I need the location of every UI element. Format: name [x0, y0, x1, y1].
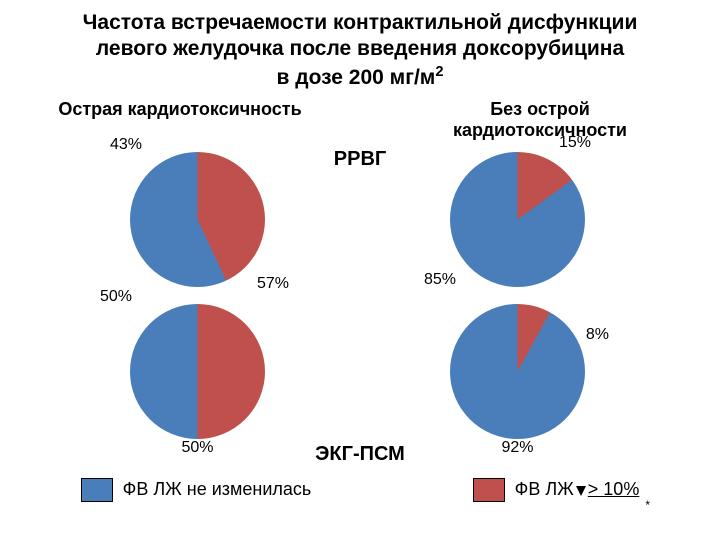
pie-top-right: 15% 85% [450, 152, 585, 287]
pie-bot-left-circle [130, 304, 265, 439]
title-line-3-pre: в дозе 200 мг/м [277, 66, 436, 89]
chart-row-1: РРВГ 43% 57% 15% 85% [0, 142, 720, 302]
pie-bot-right: 8% 92% [450, 304, 585, 439]
title-line-2: левого желудочка после введения доксоруб… [96, 37, 624, 60]
col-right-header: Без острой кардиотоксичности [410, 99, 670, 142]
pie-bl-red-label: 50% [100, 288, 132, 306]
pie-top-left-circle [130, 152, 265, 287]
pie-tr-blue-label: 85% [424, 271, 456, 289]
legend-blue-swatch [81, 478, 113, 502]
pie-tl-red-label: 43% [110, 136, 142, 154]
pie-br-red-label: 8% [586, 326, 609, 344]
pie-top-left: 43% 57% [130, 152, 265, 287]
chart-row-2: ЭКГ-ПСМ 50% 50% 8% 92% [0, 302, 720, 472]
row2-label: ЭКГ-ПСМ [315, 443, 405, 466]
pie-top-right-circle [450, 152, 585, 287]
row1-label: РРВГ [334, 148, 386, 171]
legend: ФВ ЛЖ не изменилась ФВ ЛЖ > 10% * [0, 478, 720, 502]
legend-red: ФВ ЛЖ > 10% [473, 478, 640, 502]
title-line-3-sup: 2 [435, 64, 443, 80]
col-left-header: Острая кардиотоксичность [50, 99, 310, 142]
pie-br-blue-label: 92% [501, 439, 533, 457]
pie-bot-right-circle [450, 304, 585, 439]
legend-red-text-pre: ФВ ЛЖ [515, 479, 574, 500]
asterisk-icon: * [645, 498, 650, 512]
legend-blue: ФВ ЛЖ не изменилась [81, 478, 312, 502]
legend-red-text-post: > 10% [588, 479, 640, 500]
arrow-down-icon [576, 486, 586, 496]
pie-bot-left: 50% 50% [130, 304, 265, 439]
page-title: Частота встречаемости контрактильной дис… [0, 0, 720, 91]
legend-blue-text: ФВ ЛЖ не изменилась [123, 479, 312, 500]
pie-bl-blue-label: 50% [181, 439, 213, 457]
pie-tl-blue-label: 57% [257, 275, 289, 293]
legend-red-swatch [473, 478, 505, 502]
column-headers: Острая кардиотоксичность Без острой кард… [0, 99, 720, 142]
pie-tr-red-label: 15% [559, 134, 591, 152]
title-line-1: Частота встречаемости контрактильной дис… [83, 11, 638, 34]
